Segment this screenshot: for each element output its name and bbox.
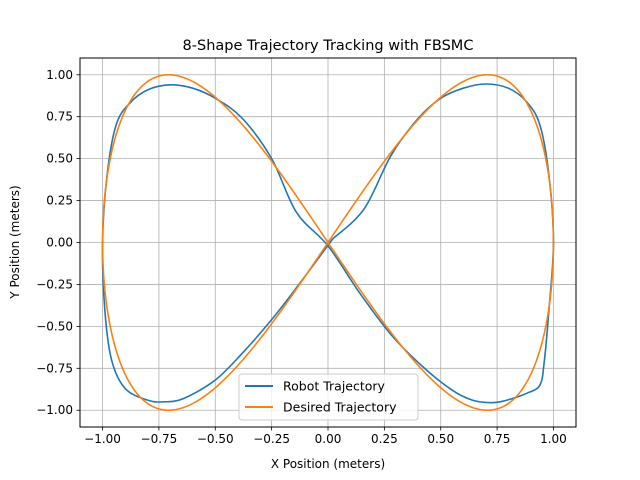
y-tick-label: −0.25 — [36, 277, 73, 291]
y-axis-label: Y Position (meters) — [8, 185, 22, 299]
x-tick-label: −1.00 — [84, 432, 121, 446]
y-tick-label: 0.00 — [46, 236, 73, 250]
series-layer — [101, 73, 555, 412]
x-tick-label: 0.75 — [484, 432, 511, 446]
y-tick-label: 0.75 — [46, 110, 73, 124]
y-tick-label: 1.00 — [46, 68, 73, 82]
legend-label-desired-trajectory: Desired Trajectory — [283, 400, 397, 415]
y-tick-label: 0.25 — [46, 194, 73, 208]
series-line-desired-trajectory — [101, 73, 555, 412]
x-tick-label: 1.00 — [540, 432, 567, 446]
y-tick-label: −1.00 — [36, 403, 73, 417]
y-tick-label: −0.75 — [36, 361, 73, 375]
tick-layer: −1.00 −0.75 −0.50 −0.25 0.00 0.25 0.50 0.75 1.00… — [36, 68, 567, 446]
legend: Robot Trajectory Desired Trajectory — [238, 373, 419, 421]
chart-title: 8-Shape Trajectory Tracking with FBSMC — [183, 38, 474, 54]
x-tick-label: −0.50 — [197, 432, 234, 446]
x-axis-label: X Position (meters) — [271, 457, 385, 471]
x-tick-label: 0.00 — [315, 432, 342, 446]
x-tick-label: 0.25 — [371, 432, 398, 446]
y-tick-label: −0.50 — [36, 319, 73, 333]
x-tick-label: −0.25 — [253, 432, 290, 446]
y-tick-label: 0.50 — [46, 152, 73, 166]
x-tick-label: 0.50 — [427, 432, 454, 446]
legend-label-robot-trajectory: Robot Trajectory — [283, 379, 386, 394]
legend-box — [238, 373, 419, 421]
x-tick-label: −0.75 — [141, 432, 178, 446]
